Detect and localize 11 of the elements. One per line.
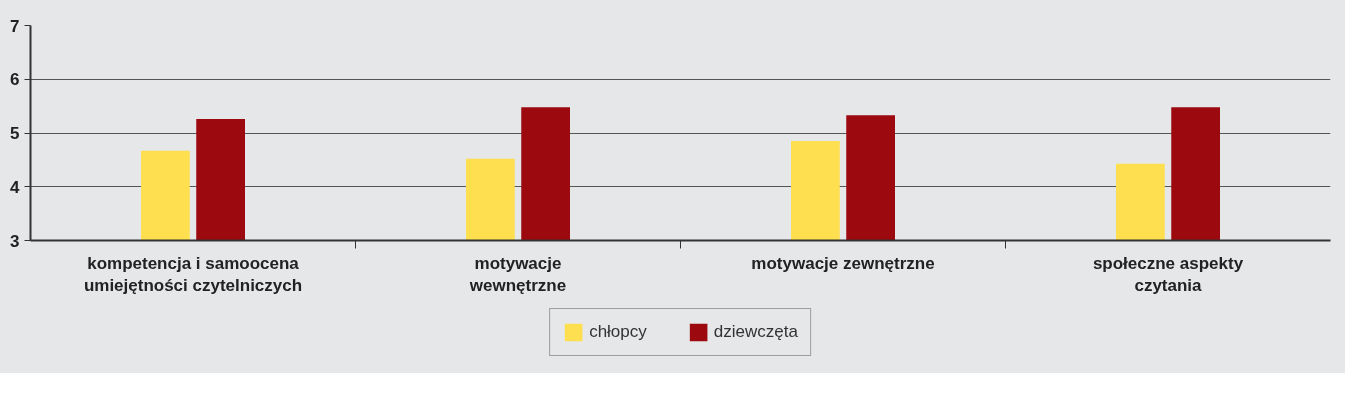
x-tick-label: motywacje wewnętrzne	[468, 253, 567, 296]
y-tick-label: 3	[10, 231, 20, 251]
x-tick-label: motywacje zewnętrzne	[751, 253, 935, 273]
x-tick-label: kompetencja i samoocena umiejętności czytelniczych	[83, 253, 303, 296]
y-tick-label: 4	[10, 177, 21, 197]
y-tick-label: 5	[10, 124, 20, 143]
legend-label: chłopcy	[589, 322, 647, 342]
y-tick-label: 6	[10, 70, 20, 90]
x-tick-label: społeczne aspekty czytania	[1092, 253, 1244, 296]
y-tick-label: 7	[10, 16, 20, 36]
legend-label: dziewczęta	[713, 322, 798, 342]
